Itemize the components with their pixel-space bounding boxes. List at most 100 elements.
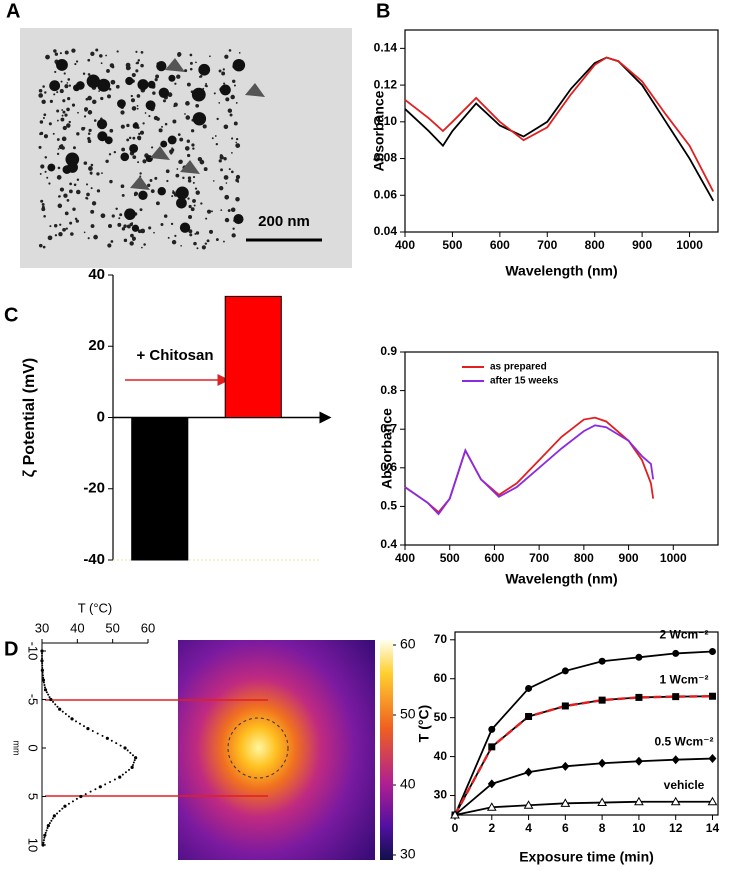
particle: [216, 117, 219, 121]
x-tick-label: 600: [484, 551, 504, 565]
marker: [524, 767, 533, 777]
profile-dot: [84, 793, 87, 796]
particle: [177, 53, 181, 57]
x-tick-label: 10: [632, 821, 646, 835]
profile-point: [79, 794, 83, 799]
profile-dot: [109, 780, 112, 783]
profile-dot: [41, 654, 43, 657]
marker: [597, 797, 607, 807]
x-tick-label: 2: [488, 821, 495, 835]
profile-dot: [67, 802, 70, 805]
particle: [61, 109, 64, 111]
particle: [171, 239, 177, 245]
profile-dot: [110, 739, 113, 742]
particle: [215, 238, 219, 242]
particle: [138, 132, 141, 136]
particle: [219, 155, 224, 160]
y-tick-label: -20: [83, 480, 105, 497]
particle: [191, 87, 206, 102]
particle: [90, 209, 95, 214]
particle: [218, 69, 222, 73]
particle: [195, 190, 200, 195]
particle: [123, 238, 128, 243]
particle: [48, 122, 52, 126]
particle: [223, 175, 229, 180]
particle: [43, 113, 47, 117]
colorbar-tick-label: 60: [400, 636, 416, 652]
particle: [137, 136, 142, 141]
particle: [185, 115, 191, 120]
particle: [85, 97, 89, 101]
particle: [61, 114, 64, 117]
particle: [83, 127, 86, 129]
particle: [150, 189, 155, 194]
particle: [144, 112, 147, 114]
particle: [161, 125, 163, 128]
marker: [561, 761, 570, 771]
particle: [138, 190, 148, 200]
particle: [145, 100, 156, 111]
profile-dot: [113, 778, 116, 781]
particle: [61, 146, 65, 150]
marker: [598, 657, 606, 665]
particle: [232, 79, 236, 83]
particle: [186, 139, 190, 143]
particle: [219, 185, 224, 191]
x-tick-label: 400: [395, 238, 415, 252]
particle: [40, 164, 45, 169]
profile-dot: [50, 819, 53, 822]
particle: [93, 119, 97, 122]
particle: [185, 101, 190, 106]
profile-dot: [48, 696, 51, 699]
particle: [174, 234, 177, 237]
particle: [137, 79, 149, 91]
particle: [56, 119, 59, 122]
particle: [110, 240, 114, 243]
particle: [132, 238, 135, 242]
y-tick-label: 0.5: [380, 499, 397, 513]
profile-dot: [41, 666, 44, 669]
particle: [221, 71, 226, 76]
series-line: [404, 56, 715, 202]
profile-point: [118, 775, 122, 779]
y-tick-label: 0.06: [374, 187, 398, 201]
particle: [108, 224, 113, 229]
particle: [56, 152, 60, 156]
marker: [707, 796, 718, 806]
particle: [44, 91, 47, 94]
profile-point: [123, 746, 127, 750]
particle: [182, 176, 185, 180]
particle: [188, 215, 193, 220]
profile-point: [41, 843, 45, 847]
profile-dot: [41, 662, 44, 665]
particle: [124, 208, 136, 220]
particle: [222, 68, 225, 71]
particle: [218, 159, 222, 163]
particle: [154, 176, 158, 180]
panel-label: B: [376, 0, 390, 22]
particle: [126, 138, 130, 142]
series-line: [404, 56, 715, 193]
particle: [87, 58, 91, 62]
marker: [672, 649, 680, 657]
particle: [39, 172, 42, 175]
particle: [166, 179, 169, 183]
particle: [231, 152, 233, 154]
particle: [175, 186, 189, 200]
particle: [62, 125, 67, 131]
particle: [213, 92, 216, 95]
profile-dot: [61, 807, 64, 810]
particle: [113, 150, 117, 154]
particle: [49, 225, 52, 228]
particle: [53, 49, 57, 53]
bar: [224, 295, 282, 418]
particle: [163, 214, 168, 218]
particle: [212, 180, 215, 182]
particle: [117, 99, 126, 108]
profile-dot: [43, 683, 46, 686]
profile-dot: [41, 664, 44, 667]
particle: [153, 115, 159, 121]
profile-point: [49, 697, 53, 702]
particle: [177, 133, 181, 137]
particle: [224, 54, 229, 59]
